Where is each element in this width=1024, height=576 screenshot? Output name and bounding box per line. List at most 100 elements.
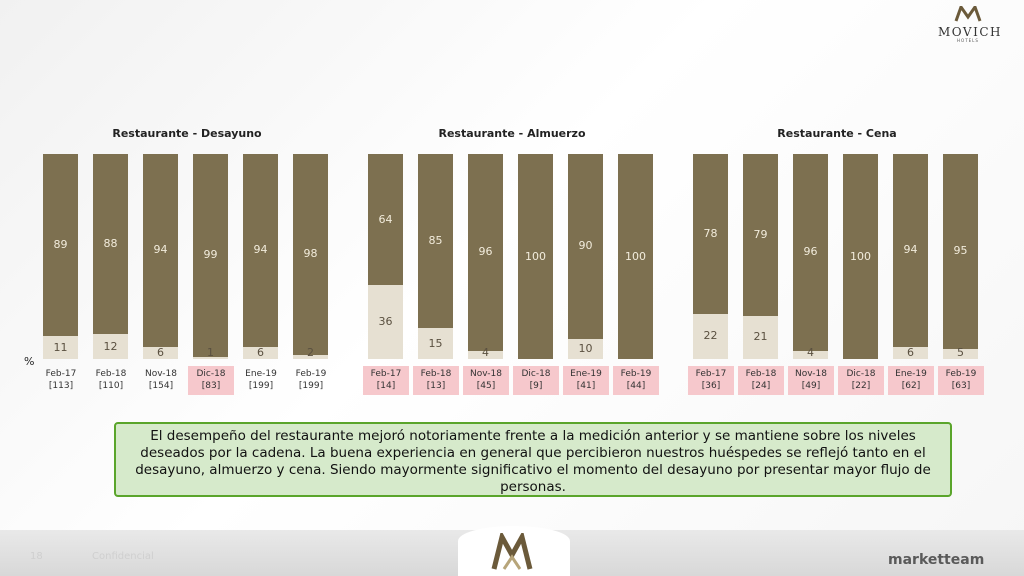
bar-top-value-label: 98 <box>303 247 318 261</box>
bar-top-value-label: 95 <box>953 244 968 258</box>
category-period: Feb-17 <box>45 369 77 379</box>
bar-bottom-segment <box>693 313 728 359</box>
bar-bottom-segment <box>293 354 328 359</box>
bar-bottom-value-label: 6 <box>907 346 914 359</box>
bar-bottom-segment <box>418 328 453 359</box>
category-period: Dic-18 <box>846 369 876 379</box>
category-label: Nov-18 [154] <box>138 366 184 395</box>
category-sample-size: [22] <box>851 381 871 391</box>
bar-top-segment <box>468 154 503 351</box>
percent-axis-label: % <box>24 355 35 368</box>
category-sample-size: [199] <box>248 381 274 391</box>
category-sample-size: [9] <box>529 381 543 391</box>
bar-top-segment <box>43 154 78 337</box>
movich-footer-monogram-icon <box>491 530 533 570</box>
category-sample-size: [44] <box>626 381 646 391</box>
bar-top-value-label: 96 <box>803 245 818 259</box>
bar-bottom-value-label: 15 <box>428 336 443 350</box>
bar-bottom-value-label: 22 <box>703 329 718 343</box>
footer-logo <box>490 530 534 571</box>
bar-top-value-label: 89 <box>53 238 68 252</box>
bar-top-segment <box>193 154 228 357</box>
category-sample-size: [113] <box>48 381 74 391</box>
bar-bottom-segment <box>893 346 928 359</box>
category-period: Feb-19 <box>295 369 327 379</box>
bar-bottom-value-label: 6 <box>157 346 164 359</box>
bar-bottom-value-label: 1 <box>207 346 214 359</box>
bar-bottom-segment <box>43 336 78 359</box>
bar-top-value-label: 100 <box>525 249 546 263</box>
bar-bottom-value-label: 21 <box>753 330 768 344</box>
bar-top-segment <box>243 154 278 347</box>
category-period: Nov-18 <box>469 369 503 379</box>
brand-name: MOVICH <box>938 25 1002 39</box>
bar-top-value-label: 64 <box>378 212 393 226</box>
bar-top-segment <box>618 154 653 359</box>
bar-bottom-segment <box>193 356 228 359</box>
category-label: Feb-17 [113] <box>38 366 84 395</box>
bar-top-segment <box>693 154 728 314</box>
bar-top-value-label: 96 <box>478 245 493 259</box>
category-label: Dic-18 [83] <box>188 366 234 395</box>
bar-bottom-segment <box>243 346 278 359</box>
category-sample-size: [41] <box>576 381 596 391</box>
bar-top-value-label: 88 <box>103 237 118 251</box>
category-period: Feb-17 <box>695 369 727 379</box>
bar-bottom-value-label: 2 <box>307 346 314 359</box>
bar-bottom-segment <box>943 348 978 359</box>
bar-top-segment <box>743 154 778 316</box>
category-sample-size: [154] <box>148 381 174 391</box>
bar-bottom-segment <box>743 315 778 359</box>
confidential-label: Confidencial <box>92 551 154 562</box>
category-label: Feb-19 [44] <box>613 366 659 395</box>
category-label: Feb-18 [13] <box>413 366 459 395</box>
bar-top-segment <box>93 154 128 335</box>
category-label: Nov-18 [49] <box>788 366 834 395</box>
bar-bottom-segment <box>568 338 603 359</box>
category-label: Feb-18 [110] <box>88 366 134 395</box>
category-period: Nov-18 <box>144 369 178 379</box>
bar-top-value-label: 85 <box>428 234 443 248</box>
bar-bottom-value-label: 10 <box>578 341 593 355</box>
bar-top-value-label: 99 <box>203 248 218 262</box>
bar-bottom-value-label: 12 <box>103 339 118 353</box>
category-label: Feb-18 [24] <box>738 366 784 395</box>
category-label: Feb-19 [63] <box>938 366 984 395</box>
bar-top-value-label: 94 <box>153 243 168 257</box>
bar-bottom-value-label: 5 <box>957 346 964 359</box>
category-sample-size: [24] <box>751 381 771 391</box>
bar-top-segment <box>893 154 928 347</box>
category-period: Ene-19 <box>245 369 277 379</box>
category-label: Feb-19 [199] <box>288 366 334 395</box>
brand-sub: HOTELS <box>957 38 979 43</box>
category-label: Feb-17 [14] <box>363 366 409 395</box>
bar-bottom-value-label: 6 <box>257 346 264 359</box>
bar-top-value-label: 94 <box>903 243 918 257</box>
bar-bottom-value-label: 4 <box>482 346 489 359</box>
chart-title-almuerzo: Restaurante - Almuerzo <box>438 127 586 140</box>
category-period: Feb-17 <box>370 369 402 379</box>
category-period: Dic-18 <box>521 369 551 379</box>
bar-top-segment <box>793 154 828 351</box>
category-sample-size: [45] <box>476 381 496 391</box>
category-label: Ene-19 [199] <box>238 366 284 395</box>
bar-top-value-label: 78 <box>703 226 718 240</box>
category-period: Feb-19 <box>620 369 652 379</box>
category-sample-size: [62] <box>901 381 921 391</box>
category-sample-size: [110] <box>98 381 124 391</box>
bar-top-segment <box>143 154 178 347</box>
bar-top-segment <box>518 154 553 359</box>
category-label: Feb-17 [36] <box>688 366 734 395</box>
bar-top-segment <box>418 154 453 329</box>
movich-monogram-icon <box>954 3 982 22</box>
bar-top-value-label: 90 <box>578 239 593 253</box>
category-sample-size: [83] <box>201 381 221 391</box>
marketteam-logo: marketteam <box>888 552 985 568</box>
category-sample-size: [13] <box>426 381 446 391</box>
bar-top-segment <box>843 154 878 359</box>
bar-top-segment <box>293 154 328 355</box>
category-sample-size: [199] <box>298 381 324 391</box>
bar-top-segment <box>368 154 403 286</box>
bar-bottom-value-label: 11 <box>53 340 68 354</box>
bar-bottom-value-label: 36 <box>378 315 393 329</box>
